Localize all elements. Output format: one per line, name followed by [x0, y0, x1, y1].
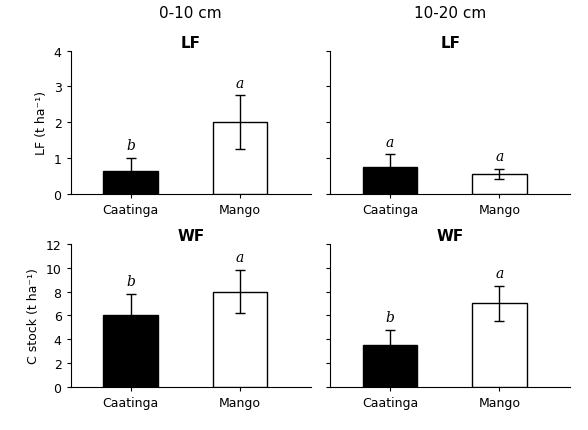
- Text: b: b: [386, 310, 395, 324]
- Text: a: a: [236, 251, 244, 265]
- Bar: [472, 304, 527, 387]
- Title: WF: WF: [177, 228, 204, 243]
- Title: WF: WF: [437, 228, 464, 243]
- Text: b: b: [126, 139, 135, 153]
- Bar: [363, 345, 417, 387]
- Text: a: a: [495, 150, 503, 164]
- Bar: [212, 292, 267, 387]
- Bar: [472, 175, 527, 194]
- Text: 0-10 cm: 0-10 cm: [159, 6, 222, 21]
- Y-axis label: LF (t ha⁻¹): LF (t ha⁻¹): [35, 91, 48, 155]
- Bar: [103, 171, 158, 194]
- Text: a: a: [386, 135, 395, 149]
- Text: a: a: [495, 266, 503, 280]
- Title: LF: LF: [440, 35, 460, 50]
- Text: b: b: [126, 274, 135, 289]
- Title: LF: LF: [181, 35, 201, 50]
- Y-axis label: C stock (t ha⁻¹): C stock (t ha⁻¹): [27, 268, 40, 363]
- Bar: [212, 123, 267, 194]
- Bar: [363, 168, 417, 194]
- Text: a: a: [236, 77, 244, 90]
- Text: 10-20 cm: 10-20 cm: [414, 6, 486, 21]
- Bar: [103, 316, 158, 387]
